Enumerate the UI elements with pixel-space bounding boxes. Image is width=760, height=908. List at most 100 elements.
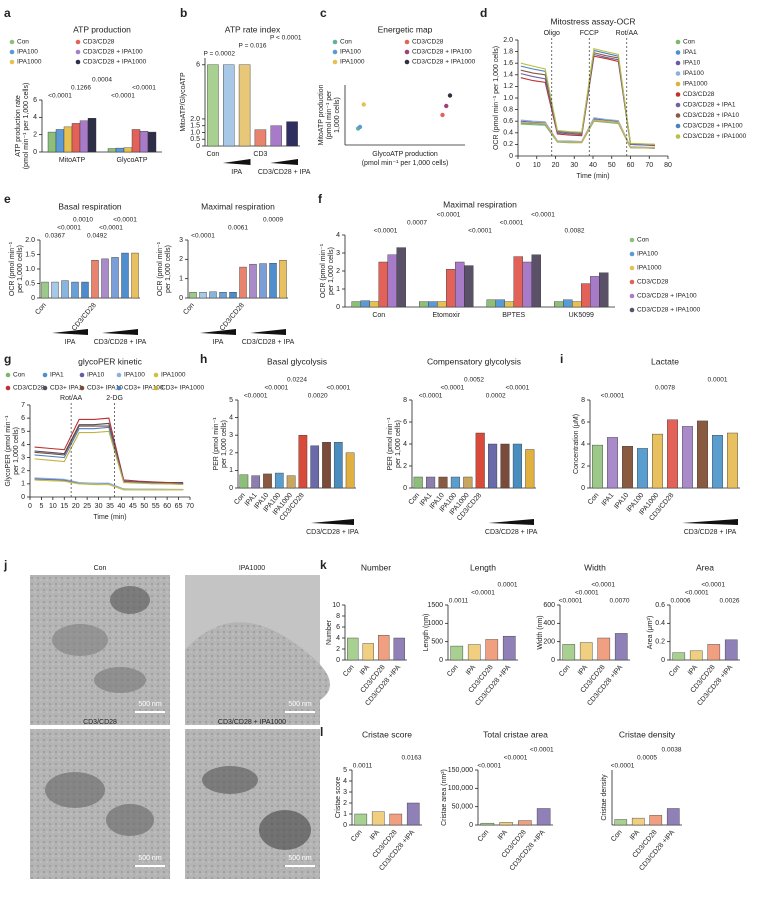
panel-letter: f	[318, 192, 323, 206]
y-axis-label: (pmol min⁻¹ per 1,000 cells)	[23, 83, 30, 170]
scale-label: 500 nm	[138, 701, 162, 708]
y-tick-label: 0.8	[503, 106, 513, 113]
legend-label: CD3/CD28	[412, 39, 444, 46]
y-tick-label: 6	[21, 415, 25, 422]
group-label: IPA	[231, 169, 242, 176]
legend-marker	[332, 39, 338, 45]
y-tick-label: 0	[179, 295, 183, 302]
p-value: <0.0001	[132, 85, 156, 92]
bar	[270, 125, 282, 147]
y-tick-label: 2	[403, 463, 407, 470]
p-value: <0.0001	[326, 385, 350, 392]
p-value: 0.0001	[498, 582, 518, 589]
chart-title: Cristae density	[619, 729, 676, 739]
bar	[286, 121, 298, 147]
y-axis-label: Concentration (μM)	[573, 414, 580, 474]
bar	[504, 301, 514, 308]
bar	[531, 254, 541, 308]
y-tick-label: 0	[31, 295, 35, 302]
y-tick-label: 0.4	[655, 620, 665, 627]
x-tick-label: 20	[72, 503, 80, 510]
line	[34, 477, 184, 490]
bar	[115, 147, 125, 153]
x-tick-label: 60	[627, 162, 635, 169]
bar	[428, 301, 438, 308]
bar	[672, 652, 686, 661]
point	[447, 93, 453, 98]
legend-marker	[404, 49, 410, 55]
bar	[378, 635, 390, 661]
legend-label: CD3+ IPA10	[87, 385, 123, 392]
p-value: 0.0020	[308, 393, 328, 400]
y-axis-label: 1,000 cells)	[334, 97, 341, 133]
bar	[61, 280, 69, 299]
bar	[682, 426, 693, 489]
bar	[488, 443, 498, 489]
legend-marker	[675, 123, 681, 129]
bar	[107, 148, 117, 153]
bar	[419, 301, 429, 308]
line	[520, 119, 655, 149]
y-tick-label: 0.2	[655, 639, 665, 646]
chart-title: Area	[696, 562, 714, 572]
panel-letter: d	[480, 6, 487, 20]
legend-marker	[629, 265, 635, 271]
bar	[223, 64, 235, 147]
y-axis-label: (pmol min⁻¹ per	[326, 90, 333, 139]
y-tick-label: 0	[336, 657, 340, 664]
bar	[614, 819, 628, 826]
bar	[652, 433, 663, 489]
y-tick-label: 2	[336, 268, 340, 275]
x-tick-label: Con	[446, 664, 460, 678]
x-tick-label: Etomoxir	[432, 312, 460, 319]
mitochondrion	[106, 804, 154, 836]
chart-title: Energetic map	[378, 24, 433, 34]
bar	[91, 260, 99, 299]
p-value: <0.0001	[611, 763, 635, 770]
y-tick-label: 1	[179, 276, 183, 283]
legend-label: IPA10	[683, 60, 701, 67]
x-tick-label: 5	[39, 503, 43, 510]
chart-title: Cristae score	[362, 729, 412, 739]
legend-label: IPA100	[637, 251, 658, 258]
bar	[219, 292, 227, 299]
group-label: CD3/CD28 + IPA	[684, 529, 737, 536]
bar	[333, 442, 343, 489]
p-value: <0.0001	[685, 590, 709, 597]
bar	[697, 420, 708, 489]
x-tick-label: Con	[372, 312, 385, 319]
y-axis-label: Area (μm²)	[647, 616, 654, 650]
x-tick-label: IPA	[465, 664, 477, 677]
bar	[251, 475, 261, 489]
line	[34, 479, 184, 491]
bar	[207, 64, 219, 147]
bar	[450, 476, 460, 489]
p-value: <0.0001	[244, 393, 268, 400]
y-axis-label: Number	[326, 619, 333, 645]
bar	[354, 813, 368, 826]
x-tick-label: UK5099	[569, 312, 594, 319]
p-value: <0.0001	[419, 393, 443, 400]
p-value: 0.0163	[402, 755, 422, 762]
y-tick-label: 1.4	[503, 72, 513, 79]
y-tick-label: 100,000	[448, 785, 473, 792]
bar	[437, 301, 447, 308]
x-tick-label: 35	[106, 503, 114, 510]
y-tick-label: 6	[403, 419, 407, 426]
y-tick-label: 6	[196, 62, 200, 69]
chart-title: Number	[361, 562, 391, 572]
y-tick-label: 600	[543, 602, 555, 609]
bar	[269, 263, 277, 299]
y-tick-label: 3	[343, 789, 347, 796]
x-axis-label: (pmol min⁻¹ per 1,000 cells)	[362, 160, 449, 167]
legend-label: Con	[17, 39, 29, 46]
y-tick-label: 50,000	[452, 804, 474, 811]
chart-title: Width	[584, 562, 606, 572]
panel-letter: b	[180, 6, 187, 20]
bar	[485, 639, 499, 661]
y-tick-label: 0.5	[190, 136, 200, 143]
bar	[396, 247, 406, 308]
x-tick-label: 30	[570, 162, 578, 169]
p-value: 0.0492	[87, 233, 107, 240]
bar	[63, 126, 73, 153]
